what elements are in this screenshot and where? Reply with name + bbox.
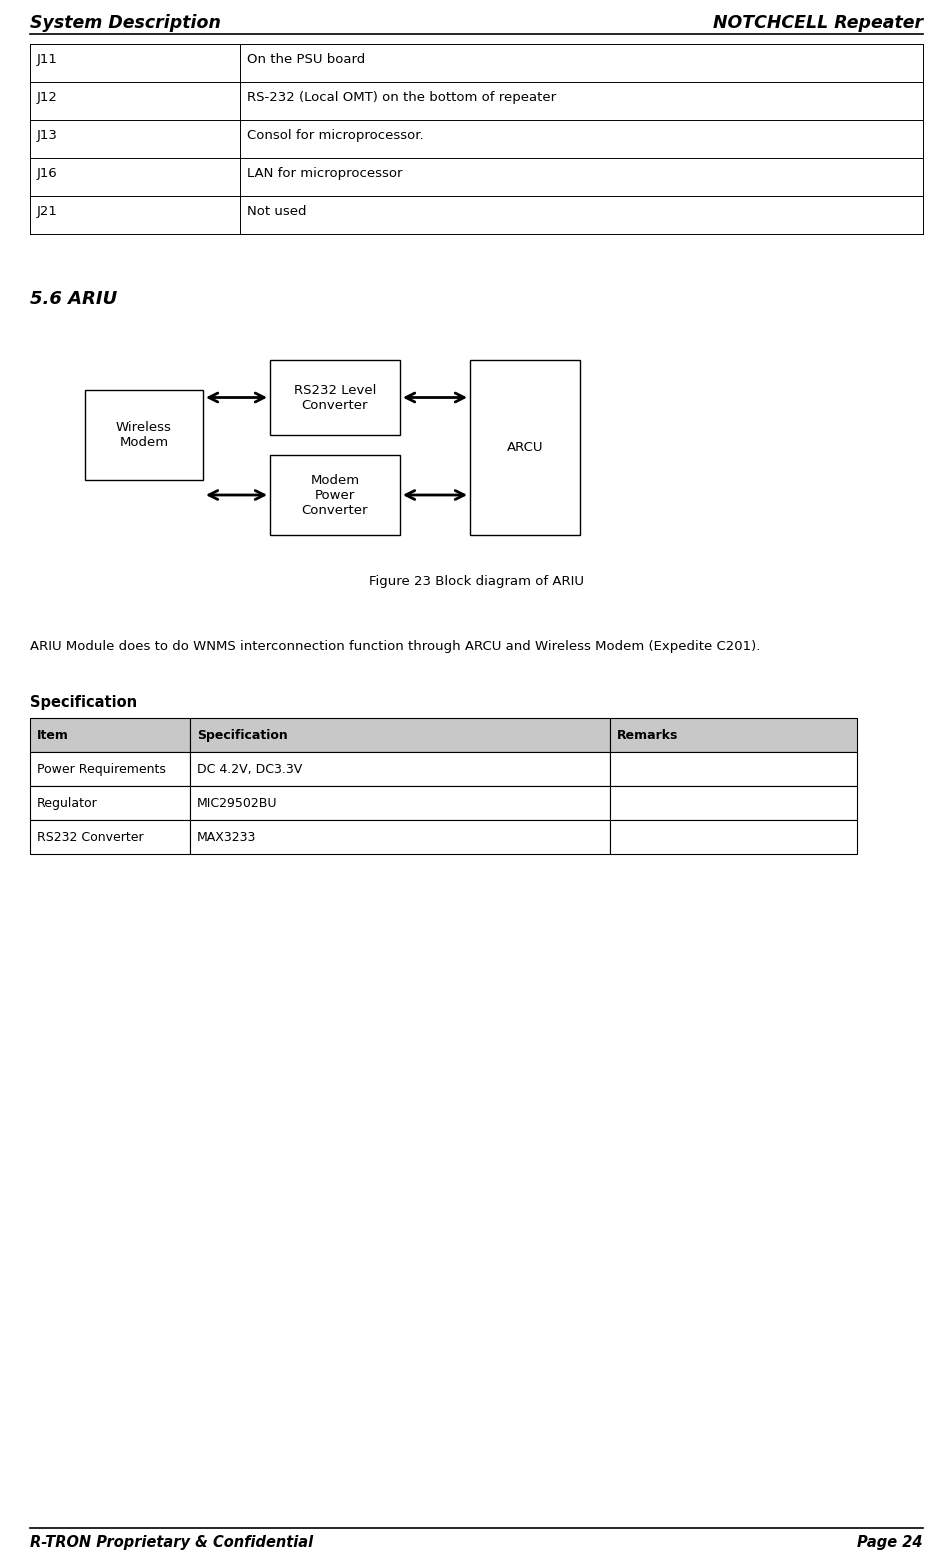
Text: J11: J11 <box>37 53 58 66</box>
Bar <box>189 752 609 787</box>
Bar <box>85 390 203 479</box>
Text: System Description: System Description <box>30 14 221 31</box>
Text: Remarks: Remarks <box>616 729 678 741</box>
Text: Power Requirements: Power Requirements <box>37 762 166 776</box>
Bar <box>30 787 189 820</box>
Text: ARCU: ARCU <box>506 442 543 454</box>
Bar <box>189 820 609 854</box>
Bar <box>30 718 189 752</box>
Text: NOTCHCELL Repeater: NOTCHCELL Repeater <box>712 14 922 31</box>
Text: Modem
Power
Converter: Modem Power Converter <box>302 473 367 517</box>
Bar <box>469 361 580 535</box>
Bar <box>30 820 189 854</box>
Bar <box>609 752 856 787</box>
Text: Specification: Specification <box>30 695 137 710</box>
Text: RS232 Level
Converter: RS232 Level Converter <box>293 384 376 412</box>
Text: On the PSU board: On the PSU board <box>247 53 365 66</box>
Bar <box>269 361 400 436</box>
Text: J12: J12 <box>37 91 58 105</box>
Text: J16: J16 <box>37 167 58 180</box>
Text: Figure 23 Block diagram of ARIU: Figure 23 Block diagram of ARIU <box>368 574 584 588</box>
Bar <box>609 718 856 752</box>
Text: LAN for microprocessor: LAN for microprocessor <box>247 167 402 180</box>
Text: MIC29502BU: MIC29502BU <box>197 796 277 810</box>
Text: MAX3233: MAX3233 <box>197 830 256 843</box>
Text: J21: J21 <box>37 204 58 219</box>
Text: Item: Item <box>37 729 69 741</box>
Bar <box>609 787 856 820</box>
Text: DC 4.2V, DC3.3V: DC 4.2V, DC3.3V <box>197 762 302 776</box>
Text: 5.6 ARIU: 5.6 ARIU <box>30 290 117 308</box>
Text: Regulator: Regulator <box>37 796 98 810</box>
Bar <box>609 820 856 854</box>
Text: ARIU Module does to do WNMS interconnection function through ARCU and Wireless M: ARIU Module does to do WNMS interconnect… <box>30 640 760 652</box>
Text: R-TRON Proprietary & Confidential: R-TRON Proprietary & Confidential <box>30 1534 313 1550</box>
Bar <box>189 718 609 752</box>
Text: Consol for microprocessor.: Consol for microprocessor. <box>247 130 424 142</box>
Bar <box>189 787 609 820</box>
Text: Wireless
Modem: Wireless Modem <box>116 421 171 450</box>
Text: J13: J13 <box>37 130 58 142</box>
Text: Page 24: Page 24 <box>857 1534 922 1550</box>
Bar <box>269 454 400 535</box>
Text: Not used: Not used <box>247 204 307 219</box>
Text: RS-232 (Local OMT) on the bottom of repeater: RS-232 (Local OMT) on the bottom of repe… <box>247 91 556 105</box>
Text: RS232 Converter: RS232 Converter <box>37 830 144 843</box>
Bar <box>30 752 189 787</box>
Text: Specification: Specification <box>197 729 288 741</box>
